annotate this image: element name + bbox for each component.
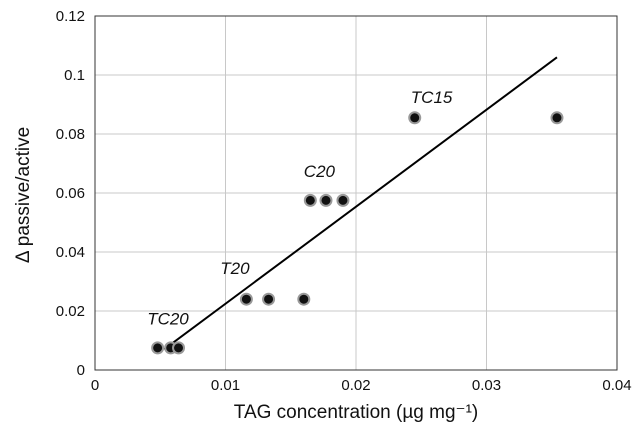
annotation-label: TC20 (147, 309, 189, 328)
x-tick-label: 0.04 (602, 377, 631, 394)
y-axis-ticks: 0 0.02 0.04 0.06 0.08 0.1 0.12 (56, 8, 85, 379)
y-tick-label: 0.06 (56, 185, 85, 202)
y-tick-label: 0.12 (56, 8, 85, 25)
x-axis-ticks: 0 0.01 0.02 0.03 0.04 (91, 377, 632, 394)
annotations: TC20 T20 C20 TC15 (147, 88, 453, 328)
x-tick-label: 0 (91, 377, 99, 394)
data-point (262, 292, 276, 306)
x-tick-label: 0.03 (472, 377, 501, 394)
data-point (408, 111, 422, 125)
trend-line (163, 56, 558, 351)
data-point (172, 341, 186, 355)
y-tick-label: 0.02 (56, 303, 85, 320)
data-point (151, 341, 165, 355)
y-tick-label: 0.04 (56, 244, 85, 261)
data-points (151, 111, 564, 355)
data-point (297, 292, 311, 306)
data-point (550, 111, 564, 125)
data-point (239, 292, 253, 306)
annotation-label: T20 (220, 259, 250, 278)
annotation-label: TC15 (411, 88, 453, 107)
data-point (319, 193, 333, 207)
y-tick-label: 0 (77, 362, 85, 379)
plot-frame (94, 15, 618, 371)
data-point (336, 193, 350, 207)
x-tick-label: 0.01 (211, 377, 240, 394)
data-point (303, 193, 317, 207)
y-axis-label: Δ passive/active (13, 127, 34, 263)
x-tick-label: 0.02 (341, 377, 370, 394)
y-tick-label: 0.08 (56, 126, 85, 143)
x-axis-label: TAG concentration (µg mg⁻¹) (234, 402, 478, 423)
y-tick-label: 0.1 (64, 67, 85, 84)
annotation-label: C20 (304, 162, 336, 181)
